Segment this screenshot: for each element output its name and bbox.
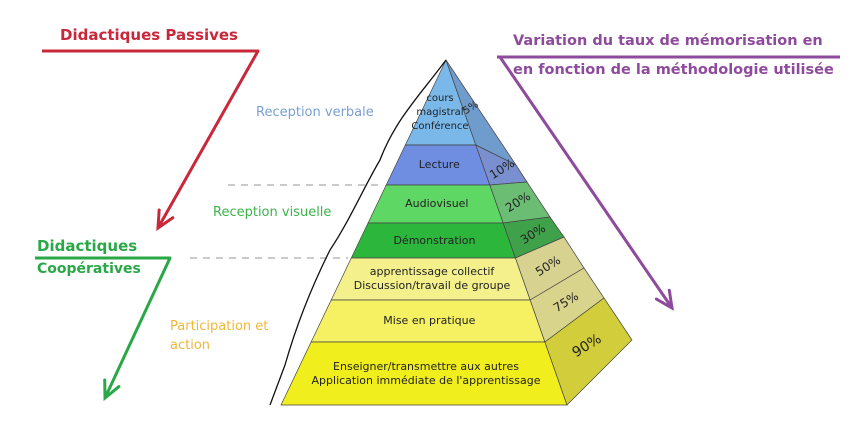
pyramid-tier-side (544, 297, 633, 406)
passive-label: Didactiques Passives (60, 26, 238, 44)
group-participation-label-1: Participation et (170, 319, 269, 334)
tier-label-line: Enseigner/transmettre aux autres (333, 359, 519, 373)
tier-label: apprentissage collectif Discussion/travai… (354, 265, 511, 293)
passive-arrow (42, 49, 260, 229)
tier-label-line: cours (426, 92, 454, 104)
tier-label: Démonstration (393, 234, 475, 248)
tier-label: Lecture (419, 158, 460, 172)
tier-label-line: Lecture (418, 158, 460, 171)
variation-title-2: en fonction de la méthodologie utilisée (513, 62, 834, 78)
variation-arrow (498, 56, 674, 309)
tier-label: cours magistral Conférence (411, 92, 468, 134)
group-visual-label: Reception visuelle (213, 205, 332, 220)
tier-label-line: Discussion/travail de groupe (353, 279, 511, 292)
tier-label: Enseigner/transmettre aux autres Applicat… (312, 360, 541, 388)
passive-arrow-head (156, 208, 175, 232)
tier-label: Audiovisuel (405, 197, 468, 211)
cooperative-arrow-head (103, 378, 121, 402)
tier-label-line: Audiovisuel (405, 197, 469, 210)
cooperative-label-1: Didactiques (37, 237, 138, 255)
tier-label-line: magistral (416, 106, 464, 118)
cooperative-label-2: Coopératives (37, 261, 141, 277)
tier-label-line: apprentissage collectif (369, 265, 495, 278)
tier-label-line: Application immédiate de l'apprentissage (311, 373, 541, 387)
tier-label-line: Démonstration (393, 233, 476, 247)
variation-arrow-head (654, 288, 674, 311)
tier-label-line: Conférence (411, 120, 469, 132)
group-verbal-label: Reception verbale (256, 105, 374, 120)
variation-title-1: Variation du taux de mémorisation en (513, 33, 823, 49)
tier-label-line: Mise en pratique (383, 314, 476, 327)
cooperative-arrow (35, 256, 172, 399)
tier-label: Mise en pratique (383, 314, 475, 328)
group-participation-label-2: action (170, 338, 211, 353)
pyramid-outline (269, 59, 447, 406)
